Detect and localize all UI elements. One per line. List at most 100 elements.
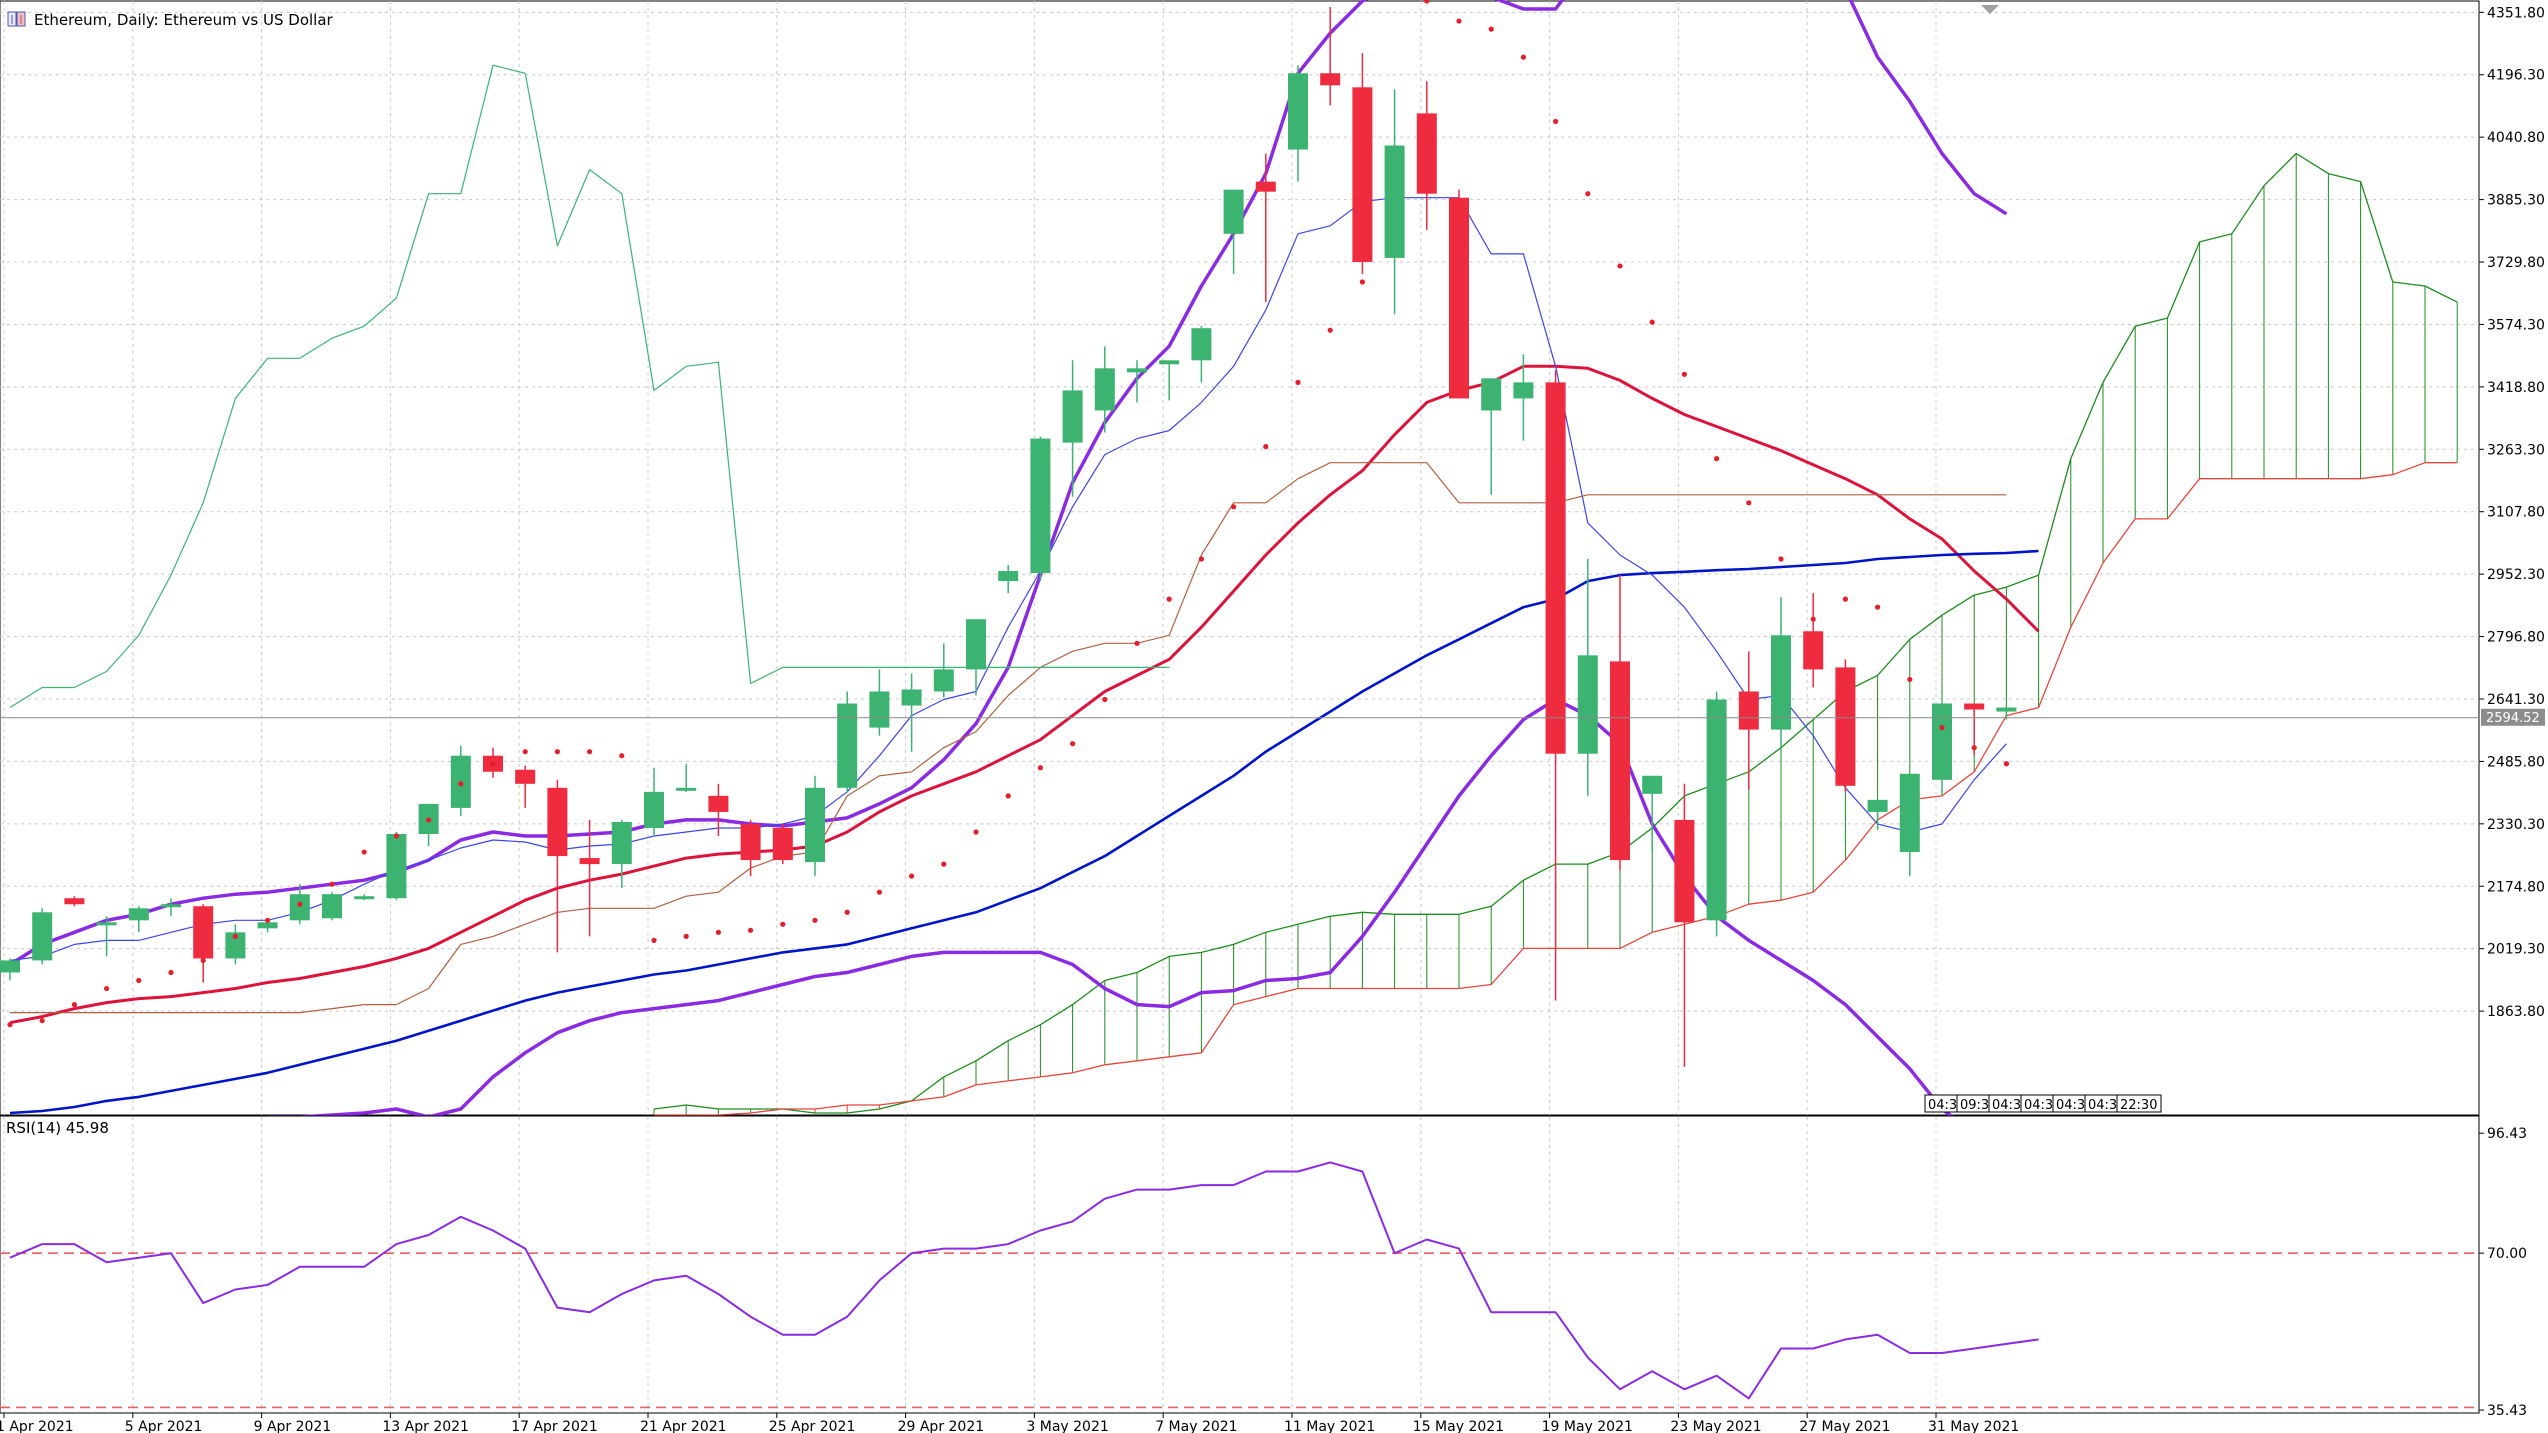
sar-dot [973,829,979,835]
candle-bull [161,904,181,908]
candle-bull [933,669,954,692]
chart-title-bar: Ethereum, Daily: Ethereum vs US Dollar [7,11,334,29]
candle-bear [1674,819,1695,923]
candle-bull [354,896,375,900]
rsi-axis[interactable]: 96.43 70.00 35.43 [2479,1126,2527,1419]
candle-bear [1964,703,1985,710]
sar-dot [426,817,432,823]
candle-bull [225,932,246,959]
sar-dot [1971,745,1977,751]
candle-bull [1867,799,1888,812]
time-tick-label: 25 Apr 2021 [769,1419,856,1433]
price-tick-label: 4351.80 [2487,5,2545,21]
price-tick-label: 3885.30 [2487,193,2545,209]
candle-bull [1513,382,1534,399]
time-axis[interactable]: 1 Apr 2021 5 Apr 2021 9 Apr 2021 13 Apr 202… [0,1413,2019,1433]
bb_lower-line [9,697,2008,1151]
candle-bull [1642,775,1663,794]
chart-title: Ethereum, Daily: Ethereum vs US Dollar [34,11,334,29]
sar-dot [104,985,110,992]
candle-bull [0,960,20,973]
time-readout: 04:3 09:3 04:3 04:3 04:3 04:3 22:30 [1924,1094,2162,1113]
time-tick-label: 7 May 2021 [1155,1419,1237,1433]
sar-dot [683,933,689,939]
sar-dot [168,969,174,976]
sar-dot [1746,500,1752,506]
time-readout-text: 04:3 [2088,1098,2117,1113]
sar-dot [941,861,947,867]
price-tick-label: 2019.30 [2487,942,2545,958]
time-readout-text: 04:3 [2024,1098,2053,1113]
sar-dot [39,1018,45,1024]
time-tick-label: 1 Apr 2021 [0,1419,74,1433]
chart-shift-marker[interactable] [1981,5,1999,14]
sar-dot [361,849,367,855]
candle-bull [257,922,278,929]
candle-bull [1771,635,1791,730]
sar-dot [490,761,496,767]
candle-bull [676,787,697,791]
rsi-tick-label: 35.43 [2487,1403,2527,1419]
ma_fast-line [9,364,2040,1025]
sar-dot [1231,504,1237,510]
price-tick-label: 2641.30 [2487,692,2545,708]
candle-bull [1191,328,1212,361]
sar-dot [2003,761,2009,767]
price-panel[interactable] [0,0,2480,1151]
sar-dot [1842,596,1848,602]
sar-dot [1295,379,1301,385]
sar-dot [1649,319,1655,325]
sar-dot [876,889,883,895]
time-readout-text: 09:3 [1960,1098,1989,1113]
candle-bull [96,922,117,926]
candle-bull [1127,368,1147,373]
candle-bull [1577,655,1598,754]
sar-dot [1520,54,1526,60]
time-readout-text: 04:3 [1928,1098,1957,1113]
time-tick-label: 31 May 2021 [1928,1419,2019,1433]
rsi-panel[interactable] [0,1115,2480,1414]
sar-dot [7,1022,13,1028]
candle-bear [1449,197,1469,399]
candle-bear [1320,73,1341,86]
sar-dot [1166,596,1172,602]
price-tick-label: 2174.80 [2487,879,2545,895]
candle-bull [1062,390,1083,443]
sar-dot [1681,371,1687,377]
sar-dot [748,927,754,933]
candle-bear [1803,631,1824,670]
sar-dot [1327,327,1333,333]
triangle-marker-icon[interactable] [1981,5,1999,14]
sar-dot [1198,556,1204,562]
sar-dot [844,909,850,915]
rsi-panel-frame [0,1115,2480,1414]
price-axis[interactable]: 4351.80 4196.30 4040.80 3885.30 3729.80 3574.… [2479,5,2545,1020]
candle-bull [32,912,53,961]
sar-dot [200,957,206,964]
price-tick-label: 4196.30 [2487,68,2545,84]
parabolic-sar [7,0,2009,1028]
ma_slow-line [9,549,2039,1115]
time-readout-text: 22:30 [2120,1098,2157,1113]
sar-dot [587,749,593,755]
rsi-tick-label: 96.43 [2487,1126,2527,1142]
candle-bull [998,571,1019,582]
price-tick-label: 2796.80 [2487,630,2545,646]
candle-bear [515,769,536,784]
time-tick-label: 3 May 2021 [1026,1419,1108,1433]
kijun-line [10,462,2007,1014]
current-price-tag-bg [2481,708,2545,726]
price-tick-label: 1863.80 [2487,1004,2545,1020]
time-tick-label: 23 May 2021 [1670,1419,1761,1433]
candle-bull [805,787,825,863]
sar-dot [554,749,561,755]
price-tick-label: 2330.30 [2487,817,2545,833]
sar-dot [1875,604,1881,610]
sar-dot [136,977,142,984]
candle-bull [1094,368,1115,411]
sar-dot [329,881,335,887]
rsi-series-line [9,1161,2039,1400]
price-tick-label: 4040.80 [2487,130,2545,146]
time-readout-text: 04:3 [2056,1098,2085,1113]
